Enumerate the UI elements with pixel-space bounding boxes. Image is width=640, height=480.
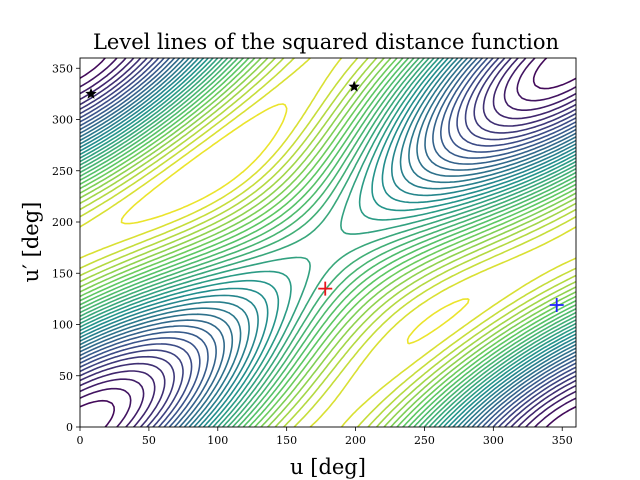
contour-level-14	[80, 58, 576, 427]
x-tick-label: 250	[414, 434, 435, 447]
y-axis-ticks: 0 50 100 150 200 250 300 350	[52, 62, 80, 434]
contour-level-2	[80, 58, 576, 427]
contour-level-1	[80, 58, 576, 427]
contour-level-19	[80, 58, 576, 427]
contour-level-17	[80, 58, 576, 427]
y-tick-label: 250	[52, 165, 73, 178]
contour-level-27	[80, 58, 576, 427]
contour-level-20	[80, 58, 576, 427]
contour-level-22	[80, 58, 576, 427]
contour-level-13	[80, 58, 576, 427]
contour-level-3	[80, 58, 576, 427]
x-axis-label: u [deg]	[290, 455, 366, 479]
contour-level-25	[80, 58, 576, 427]
x-tick-label: 100	[207, 434, 228, 447]
critical-point-markers	[85, 80, 564, 313]
contour-level-33	[80, 58, 576, 427]
contour-level-5	[80, 58, 576, 427]
x-axis-ticks: 0 50 100 150 200 250 300 350	[77, 427, 573, 447]
contour-level-32	[80, 58, 576, 427]
x-tick-label: 300	[483, 434, 504, 447]
y-tick-label: 100	[52, 319, 73, 332]
y-axis-label: u′ [deg]	[19, 202, 43, 283]
x-tick-label: 350	[552, 434, 573, 447]
x-tick-label: 50	[142, 434, 156, 447]
contour-level-26	[80, 58, 576, 427]
contour-level-29	[80, 58, 576, 427]
contour-lines	[80, 58, 576, 427]
contour-level-9	[80, 58, 576, 427]
chart-title: Level lines of the squared distance func…	[93, 30, 559, 54]
contour-level-24	[80, 58, 576, 427]
saddle-1-marker	[85, 87, 97, 99]
minimum-marker	[549, 298, 564, 313]
y-tick-label: 150	[52, 267, 73, 280]
contour-level-28	[80, 58, 576, 427]
contour-level-12	[80, 58, 576, 427]
x-tick-label: 150	[276, 434, 297, 447]
contour-level-10	[80, 58, 576, 427]
plot-frame	[79, 57, 577, 428]
contour-level-8	[80, 58, 576, 427]
contour-level-30	[80, 58, 576, 427]
maximum-marker	[318, 281, 333, 296]
saddle-2-marker	[348, 80, 360, 92]
y-tick-label: 0	[66, 421, 73, 434]
contour-level-34	[120, 103, 470, 345]
y-tick-label: 200	[52, 216, 73, 229]
y-tick-label: 300	[52, 114, 73, 127]
contour-level-15	[80, 58, 576, 427]
x-tick-label: 0	[77, 434, 84, 447]
contour-level-18	[80, 58, 576, 427]
contour-level-31	[80, 58, 576, 427]
x-tick-label: 200	[345, 434, 366, 447]
contour-level-21	[80, 58, 576, 427]
y-tick-label: 50	[59, 370, 73, 383]
contour-level-7	[80, 58, 576, 427]
y-tick-label: 350	[52, 62, 73, 75]
contour-level-16	[80, 58, 576, 427]
